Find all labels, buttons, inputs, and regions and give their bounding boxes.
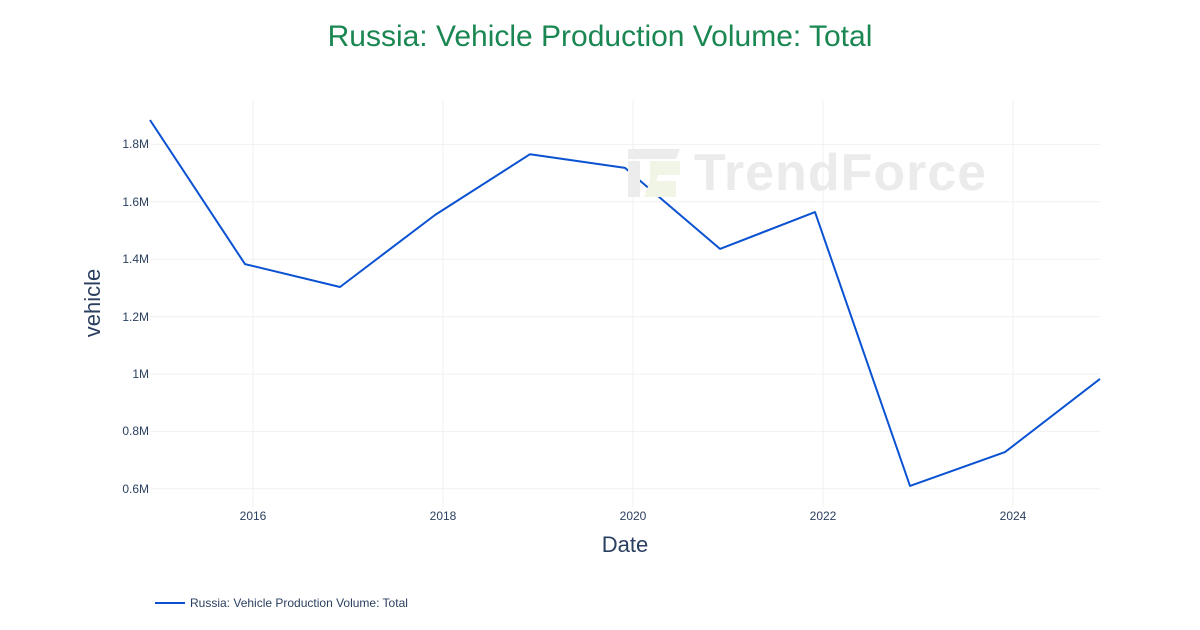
watermark: TrendForce	[626, 143, 987, 203]
y-axis-label: vehicle	[80, 268, 105, 338]
series-line[interactable]	[149, 119, 1101, 487]
y-tick-label: 0.8M	[122, 424, 149, 439]
legend-label: Russia: Vehicle Production Volume: Total	[190, 596, 408, 610]
y-tick-label: 1M	[132, 367, 149, 381]
watermark-text: TrendForce	[694, 144, 988, 202]
x-tick-label: 2016	[239, 509, 267, 523]
y-tick-label: 1.2M	[122, 309, 149, 324]
chart-title: Russia: Vehicle Production Volume: Total	[327, 20, 873, 53]
gridlines	[150, 100, 1100, 507]
legend-line-icon	[155, 602, 185, 604]
y-tick-label: 0.6M	[122, 481, 149, 496]
x-tick-label: 2022	[809, 509, 837, 523]
x-tick-label: 2024	[999, 509, 1027, 523]
y-tick-label: 1.4M	[122, 252, 149, 267]
trendforce-logo-icon	[626, 145, 682, 201]
y-tick-label: 1.8M	[122, 137, 149, 152]
legend-item[interactable]: Russia: Vehicle Production Volume: Total	[155, 596, 408, 610]
x-tick-label: 2020	[619, 509, 647, 523]
x-axis-label: Date	[601, 532, 649, 557]
y-tick-label: 1.6M	[122, 194, 149, 209]
x-tick-label: 2018	[429, 509, 457, 523]
